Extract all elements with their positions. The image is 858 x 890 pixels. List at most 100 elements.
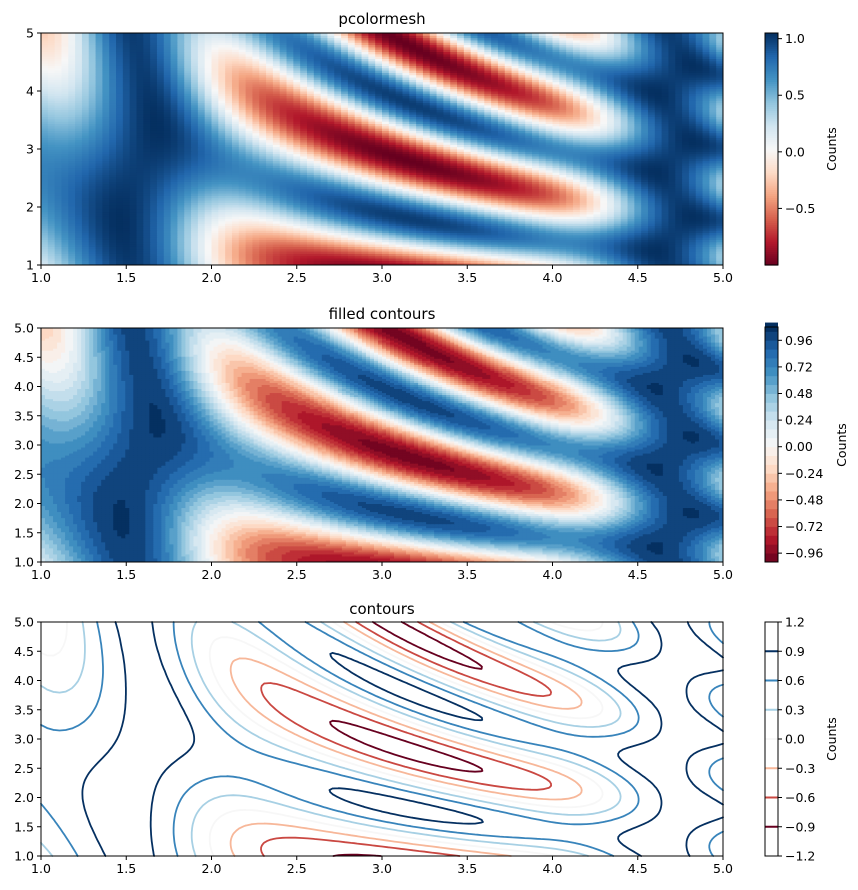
heatmap-cell [136,244,144,247]
heatmap-cell [95,211,103,215]
heatmap-cell [143,262,151,266]
heatmap-cell [477,246,485,250]
heatmap-cell [695,260,704,264]
heatmap-cell [647,251,656,254]
heatmap-cell [518,213,526,217]
heatmap-cell [61,213,69,217]
heatmap-cell [170,200,178,203]
heatmap-cell [682,211,690,215]
heatmap-cell [470,213,478,217]
heatmap-cell [300,204,308,208]
heatmap-cell [566,239,574,243]
heatmap-cell [607,209,615,213]
heatmap-cell [225,244,233,247]
heatmap-cell [607,211,615,215]
heatmap-cell [347,207,356,210]
heatmap-cell [102,195,110,199]
heatmap-cell [54,241,62,245]
heatmap-cell [654,218,663,222]
heatmap-cell [41,207,49,210]
heatmap-cell [368,246,376,250]
heatmap-cell [525,244,533,247]
heatmap-cell [102,202,110,206]
heatmap-cell [361,234,369,238]
heatmap-cell [654,225,663,229]
heatmap-cell [395,225,403,229]
heatmap-cell [211,218,219,222]
heatmap-cell [259,220,267,224]
heatmap-cell [627,253,635,257]
heatmap-cell [293,209,301,213]
heatmap-cell [422,227,431,231]
heatmap-cell [668,227,676,231]
heatmap-cell [122,248,131,252]
heatmap-cell [259,237,267,240]
heatmap-cell [191,195,199,199]
heatmap-cell [497,234,506,238]
heatmap-cell [416,251,424,254]
heatmap-cell [661,237,669,240]
heatmap-cell [382,200,390,203]
heatmap-cell [504,230,513,234]
heatmap-cell [593,255,601,259]
heatmap-cell [416,207,424,210]
heatmap-cell [463,202,472,206]
heatmap-cell [484,248,492,252]
heatmap-cell [477,211,485,215]
heatmap-cell [450,239,458,243]
heatmap-cell [579,202,588,206]
heatmap-cell [334,223,342,227]
heatmap-cell [306,223,315,227]
heatmap-cell [293,225,301,229]
heatmap-cell [54,218,62,222]
heatmap-cell [436,225,444,229]
heatmap-cell [579,246,588,250]
heatmap-cell [484,246,492,250]
heatmap-cell [81,227,90,231]
heatmap-cell [600,244,608,247]
heatmap-cell [68,244,76,247]
heatmap-cell [525,253,533,257]
heatmap-cell [668,225,676,229]
heatmap-cell [286,262,294,266]
heatmap-cell [532,262,540,266]
heatmap-cell [395,232,403,236]
heatmap-cell [627,248,635,252]
heatmap-cell [607,200,615,203]
heatmap-cell [572,220,581,224]
heatmap-cell [518,239,526,243]
heatmap-cell [252,225,260,229]
heatmap-cell [347,227,356,231]
heatmap-cell [368,197,376,201]
heatmap-cell [95,248,103,252]
heatmap-cell [709,244,717,247]
heatmap-cell [518,225,526,229]
heatmap-cell [607,251,615,254]
heatmap-cell [402,260,410,264]
heatmap-cell [279,207,288,210]
heatmap-cell [470,246,478,250]
heatmap-cell [525,216,533,220]
heatmap-cell [47,225,56,229]
heatmap-cell [225,251,233,254]
heatmap-cell [122,223,131,227]
heatmap-cell [661,207,669,210]
heatmap-cell [429,262,438,266]
heatmap-cell [532,237,540,240]
heatmap-cell [306,262,315,266]
heatmap-cell [702,220,710,224]
heatmap-cell [88,195,97,199]
heatmap-cell [88,204,97,208]
heatmap-cell [388,230,397,234]
heatmap-cell [661,227,669,231]
heatmap-cell [238,246,247,250]
heatmap-cell [572,237,581,240]
heatmap-cell [491,200,499,203]
heatmap-cell [75,232,83,236]
heatmap-cell [300,200,308,203]
heatmap-cell [491,197,499,201]
heatmap-cell [388,262,397,266]
heatmap-cell [388,220,397,224]
heatmap-cell [566,211,574,215]
heatmap-cell [511,262,519,266]
